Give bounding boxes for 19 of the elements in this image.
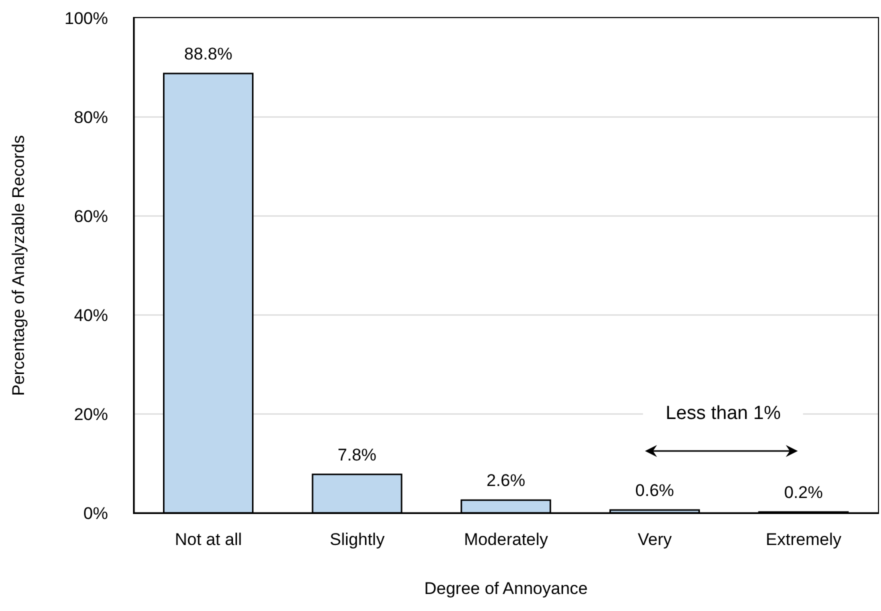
x-tick-label: Extremely bbox=[766, 530, 842, 550]
data-label: 0.6% bbox=[635, 481, 674, 500]
y-tick-label: 100% bbox=[64, 9, 108, 28]
y-tick-label: 80% bbox=[74, 108, 108, 128]
y-tick-label: 40% bbox=[74, 306, 108, 326]
x-tick-label: Not at all bbox=[174, 530, 242, 550]
x-tick-label: Slightly bbox=[330, 530, 386, 550]
data-label: 88.8% bbox=[184, 44, 232, 64]
annotation: Less than 1% bbox=[643, 401, 804, 427]
y-axis-title: Percentage of Analyzable Records bbox=[9, 135, 28, 396]
y-tick-label: 60% bbox=[74, 207, 108, 226]
x-tick-label: Moderately bbox=[464, 530, 549, 550]
x-tick-label: Very bbox=[638, 530, 672, 550]
data-label: 0.2% bbox=[784, 483, 823, 502]
y-tick-label: 20% bbox=[74, 405, 108, 424]
data-label: 7.8% bbox=[338, 445, 376, 464]
data-label: 2.6% bbox=[486, 471, 526, 490]
x-axis-title: Degree of Annoyance bbox=[424, 579, 588, 598]
y-tick-label: 0% bbox=[83, 504, 108, 524]
